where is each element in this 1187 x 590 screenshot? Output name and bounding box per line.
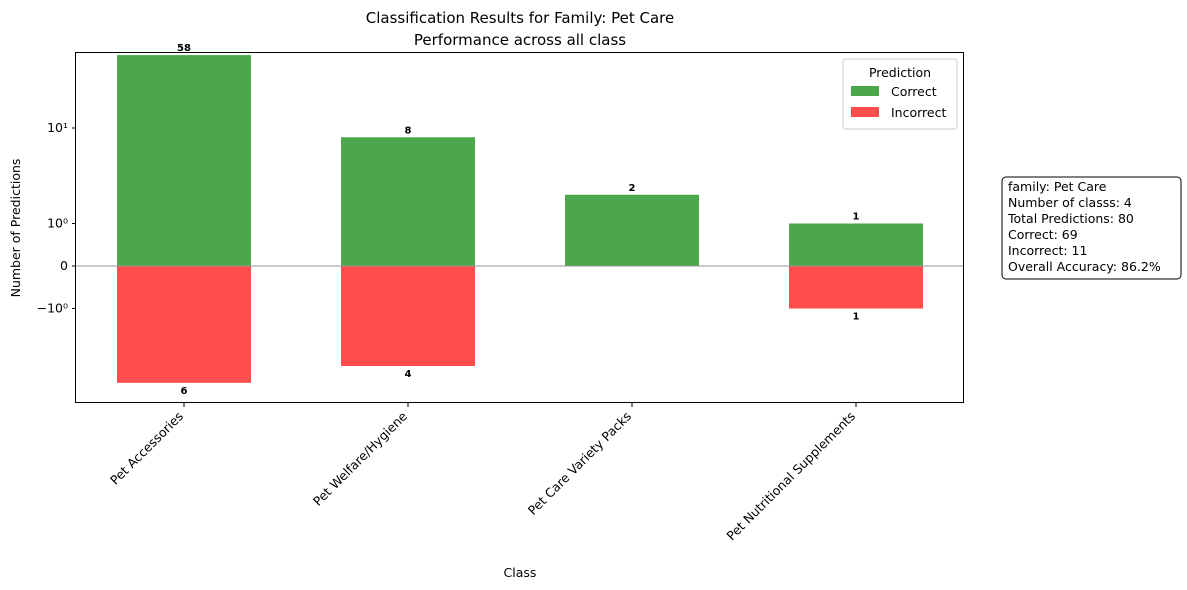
x-axis: Pet Accessories Pet Welfare/Hygiene Pet Ca… [107, 403, 858, 543]
stats-line-total: Total Predictions: 80 [1007, 211, 1134, 226]
stats-line-classes: Number of classs: 4 [1008, 195, 1132, 210]
stats-box: family: Pet Care Number of classs: 4 Tot… [1001, 176, 1182, 280]
bar-label-incorrect-3: 1 [853, 312, 860, 323]
bar-label-incorrect-0: 6 [181, 386, 188, 397]
y-tick-label-3: −10⁰ [37, 301, 68, 316]
legend: Prediction Correct Incorrect [842, 58, 958, 130]
y-tick-label-1: 10⁰ [47, 216, 68, 231]
x-tick-label-3: Pet Nutritional Supplements [723, 409, 858, 544]
legend-title: Prediction [869, 65, 931, 80]
legend-swatch-incorrect [851, 107, 879, 117]
stats-line-correct: Correct: 69 [1008, 227, 1078, 242]
y-axis: 10¹ 10⁰ 0 −10⁰ [37, 120, 76, 316]
bar-label-correct-0: 58 [177, 43, 191, 54]
x-tick-label-1: Pet Welfare/Hygiene [310, 408, 410, 508]
plot-frame [75, 52, 964, 403]
chart-subtitle: Performance across all class [414, 31, 626, 49]
legend-label-incorrect: Incorrect [891, 105, 946, 120]
stats-line-family: family: Pet Care [1008, 179, 1107, 194]
bar-incorrect-1 [341, 266, 475, 366]
bar-incorrect-3 [789, 266, 923, 309]
bar-correct-3 [789, 223, 923, 266]
y-tick-label-0: 10¹ [47, 120, 68, 135]
bar-label-incorrect-1: 4 [405, 369, 412, 380]
bar-correct-1 [341, 137, 475, 266]
stats-line-accuracy: Overall Accuracy: 86.2% [1008, 259, 1161, 274]
x-tick-label-0: Pet Accessories [107, 409, 186, 488]
chart-title: Classification Results for Family: Pet C… [366, 9, 674, 27]
stats-frame [1001, 176, 1182, 280]
stats-line-incorrect: Incorrect: 11 [1008, 243, 1087, 258]
bar-labels-group: 58 6 8 4 2 1 1 [177, 43, 859, 397]
y-tick-label-2: 0 [60, 258, 68, 273]
bar-label-correct-1: 8 [405, 125, 412, 136]
bars-group [117, 55, 923, 383]
y-axis-label: Number of Predictions [8, 159, 23, 298]
legend-swatch-correct [851, 86, 879, 96]
bar-correct-0 [117, 55, 251, 267]
bar-incorrect-0 [117, 266, 251, 383]
bar-correct-2 [565, 194, 699, 266]
legend-label-correct: Correct [891, 84, 937, 99]
bar-label-correct-3: 1 [853, 212, 860, 223]
bar-label-correct-2: 2 [629, 183, 636, 194]
x-tick-label-2: Pet Care Variety Packs [525, 409, 634, 518]
x-axis-label: Class [504, 565, 537, 580]
